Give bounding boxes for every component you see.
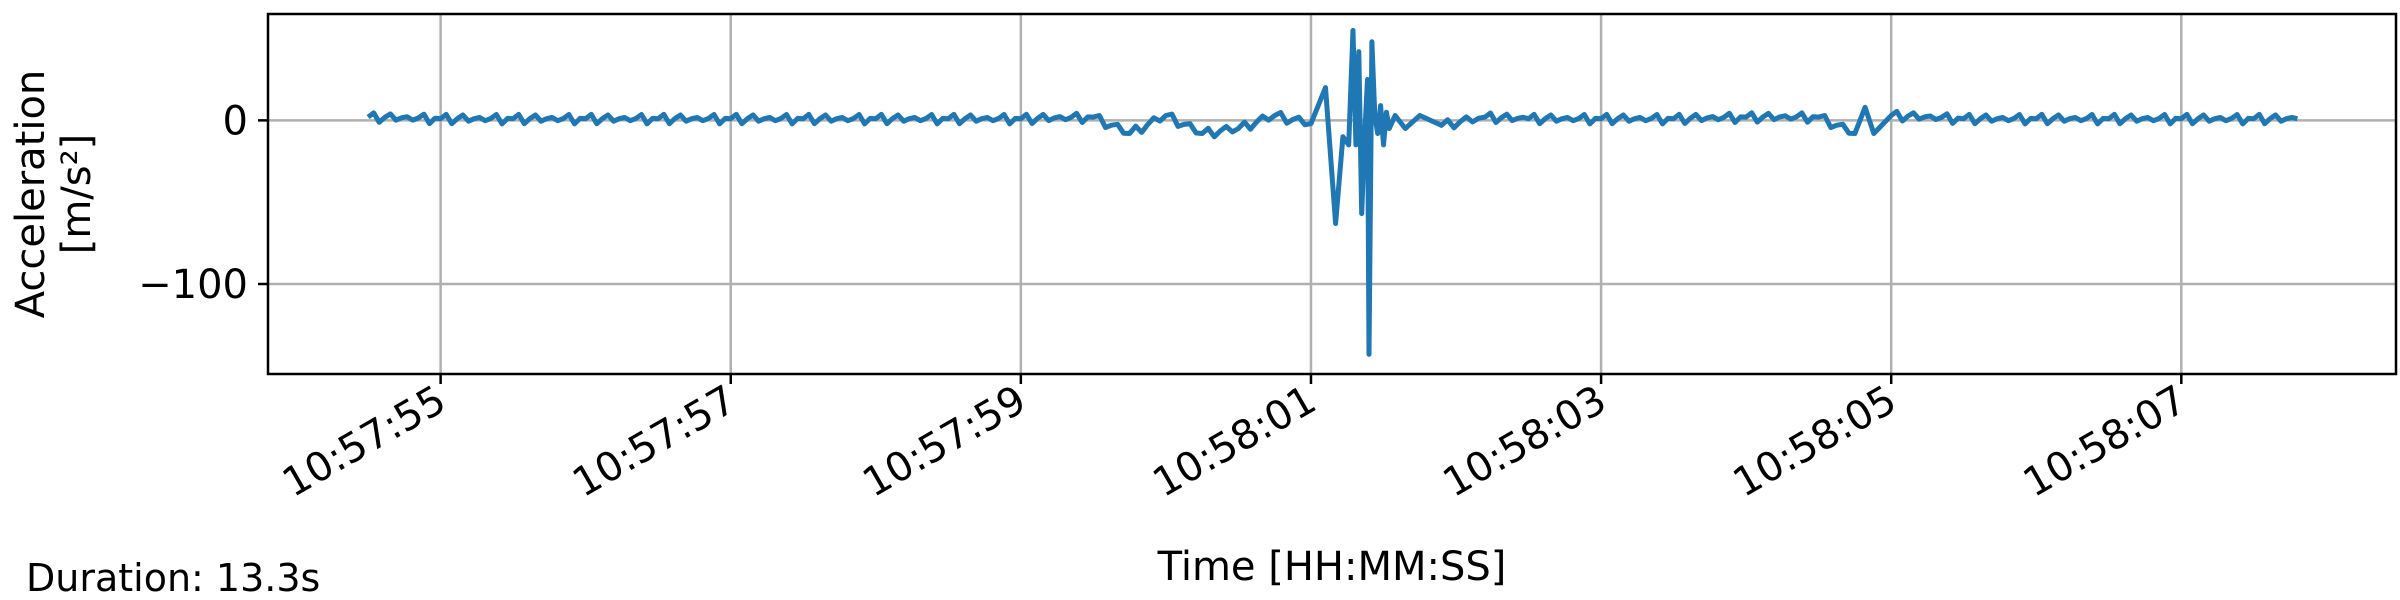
y-axis-label-line-1: Acceleration: [8, 70, 54, 319]
y-tick-label: 0: [223, 98, 248, 144]
y-axis-label-line-2: [m/s²]: [54, 134, 100, 255]
x-tick-label: 10:58:05: [1726, 377, 1905, 507]
x-tick-label: 10:58:07: [2016, 377, 2195, 507]
x-tick-label: 10:57:57: [565, 377, 744, 507]
grid-layer: [268, 14, 2396, 374]
y-axis: 0 −100: [138, 98, 268, 308]
y-tick-label: −100: [138, 262, 248, 308]
x-tick-label: 10:58:01: [1145, 377, 1324, 507]
series-layer: [366, 27, 2298, 357]
plot-frame: [266, 12, 2398, 376]
x-tick-label: 10:57:59: [855, 377, 1034, 507]
duration-label: Duration: 13.3s: [26, 556, 321, 600]
x-tick-label: 10:57:55: [275, 377, 454, 507]
acceleration-series-line: [366, 27, 2298, 357]
x-axis: 10:57:55 10:57:57 10:57:59 10:58:01 10:58:03…: [275, 374, 2194, 506]
x-axis-label: Time [HH:MM:SS]: [1157, 544, 1507, 590]
x-tick-label: 10:58:03: [1435, 377, 1614, 507]
